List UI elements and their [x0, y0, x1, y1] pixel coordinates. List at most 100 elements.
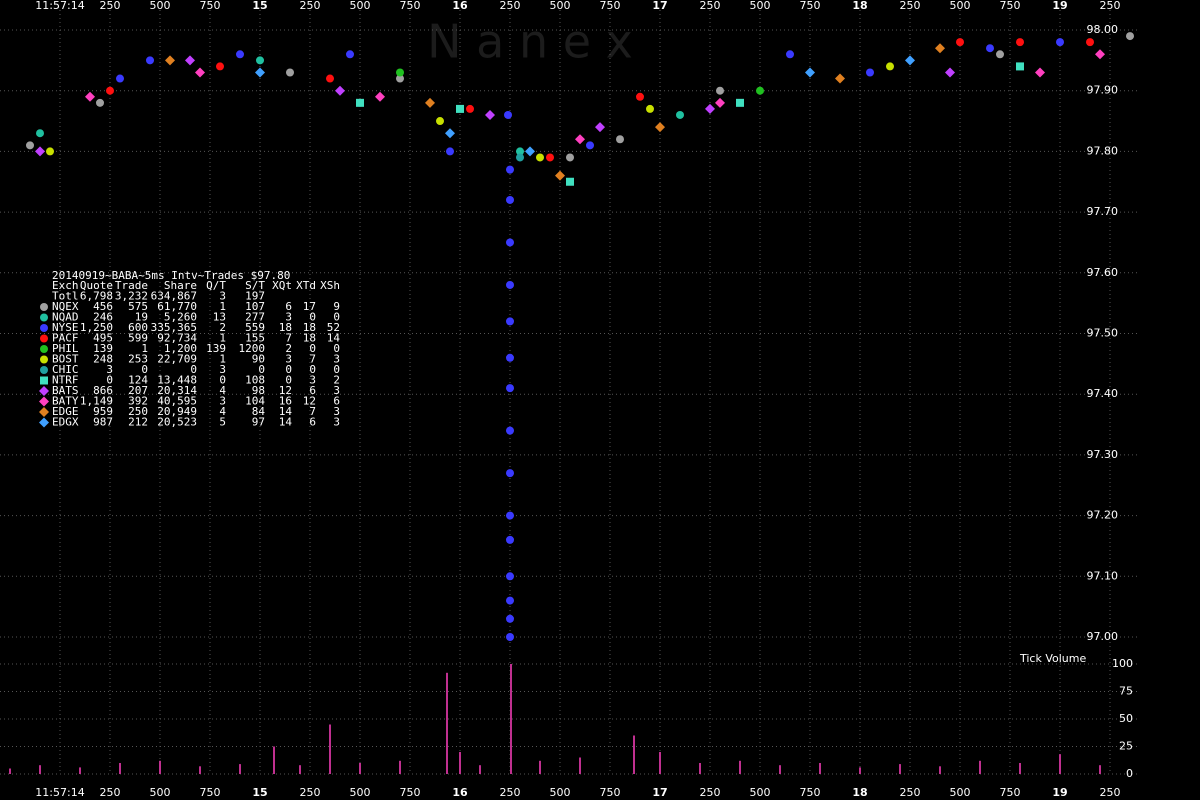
legend-marker	[39, 417, 49, 428]
legend-cell: 139	[93, 342, 113, 355]
trade-point	[146, 56, 154, 65]
trade-point	[396, 68, 404, 77]
legend-marker	[40, 313, 48, 322]
x-tick-label-top: 15	[252, 0, 267, 12]
legend-cell: 84	[252, 405, 266, 418]
volume-bar	[779, 765, 781, 774]
x-tick-label-top: 750	[800, 0, 821, 12]
legend-name: PACF	[52, 332, 79, 345]
trade-point	[286, 68, 294, 77]
legend-cell: 2	[219, 321, 226, 334]
trade-point	[446, 147, 454, 156]
legend-cell: 456	[93, 300, 113, 313]
y-tick-label: 97.40	[1087, 387, 1119, 400]
volume-bar	[579, 757, 581, 774]
legend-name: BATY	[52, 395, 79, 408]
trade-point	[566, 153, 574, 162]
legend-title: 20140919~BABA~5ms Intv~Trades $97.80	[52, 269, 290, 282]
trade-point	[195, 67, 205, 78]
x-tick-label-top: 250	[500, 0, 521, 12]
x-tick-label-bottom: 16	[452, 786, 468, 799]
volume-bar	[79, 767, 81, 774]
legend-cell: 1	[219, 332, 226, 345]
legend-cell: 634,867	[151, 290, 197, 303]
legend-cell: 18	[303, 321, 316, 334]
volume-bar	[9, 768, 11, 774]
x-tick-label-top: 250	[100, 0, 121, 12]
trade-point	[346, 50, 354, 59]
trade-point	[485, 109, 495, 120]
legend-name: PHIL	[52, 342, 79, 355]
legend-cell: Q/T	[206, 279, 226, 292]
legend-cell: Exch	[52, 279, 79, 292]
trade-point	[566, 177, 574, 186]
volume-bar	[239, 764, 241, 774]
legend-marker	[39, 396, 49, 407]
trade-point	[586, 141, 594, 150]
trade-point	[506, 572, 514, 581]
x-tick-label-bottom: 750	[400, 786, 421, 799]
legend-cell: 14	[327, 332, 341, 345]
legend-cell: 1,200	[164, 342, 197, 355]
legend-cell: 3	[333, 353, 340, 366]
legend-cell: 14	[279, 416, 293, 429]
legend-cell: 0	[333, 342, 340, 355]
legend-cell: 599	[128, 332, 148, 345]
legend-cell: Quote	[80, 279, 113, 292]
legend-cell: 3	[285, 353, 292, 366]
legend-cell: 19	[135, 311, 148, 324]
legend-name: NQEX	[52, 300, 79, 313]
y-tick-label: 97.50	[1087, 327, 1119, 340]
x-tick-label-bottom: 500	[550, 786, 571, 799]
legend-cell: 248	[93, 353, 113, 366]
legend-cell: 959	[93, 405, 113, 418]
trade-point	[945, 67, 955, 78]
volume-bar	[199, 766, 201, 774]
legend-marker	[40, 345, 48, 353]
x-tick-label-bottom: 11:57:14	[35, 786, 84, 799]
trade-point	[956, 38, 964, 47]
legend-marker	[39, 407, 49, 417]
trade-point	[85, 91, 95, 102]
legend-name: EDGX	[52, 416, 79, 429]
trade-point	[805, 67, 815, 78]
trade-point	[536, 153, 544, 162]
trade-point	[375, 91, 385, 102]
legend-cell: 0	[309, 311, 316, 324]
trade-point	[1016, 38, 1024, 47]
trade-point	[525, 146, 535, 157]
trade-point	[1086, 38, 1094, 47]
trade-point	[575, 134, 585, 145]
volume-bar	[459, 752, 461, 774]
volume-bar	[446, 672, 448, 774]
legend-cell: 155	[245, 332, 265, 345]
watermark: N a n e x	[427, 15, 633, 69]
legend-cell: 0	[333, 363, 340, 376]
trade-point	[595, 122, 605, 133]
trade-point	[986, 44, 994, 53]
legend-cell: Trade	[115, 279, 148, 292]
trade-point	[506, 317, 514, 326]
trade-point	[715, 97, 725, 108]
x-tick-label-top: 500	[150, 0, 171, 12]
trade-point	[705, 103, 715, 114]
trade-point	[445, 128, 455, 139]
x-tick-label-bottom: 500	[350, 786, 371, 799]
trade-point	[46, 147, 54, 156]
legend-cell: 3	[106, 363, 113, 376]
legend-name: NQAD	[52, 311, 79, 324]
trade-point	[506, 535, 514, 544]
legend-cell: 6	[333, 395, 340, 408]
trade-point	[506, 353, 514, 362]
x-tick-label-top: 500	[550, 0, 571, 12]
trade-point	[436, 117, 444, 126]
trade-point	[425, 97, 435, 108]
trade-point	[216, 62, 224, 71]
legend-cell: 0	[258, 363, 265, 376]
x-tick-label-top: 18	[852, 0, 867, 12]
x-tick-label-top: 250	[700, 0, 721, 12]
volume-bar	[939, 766, 941, 774]
volume-bar	[659, 752, 661, 774]
legend-cell: 207	[128, 384, 148, 397]
